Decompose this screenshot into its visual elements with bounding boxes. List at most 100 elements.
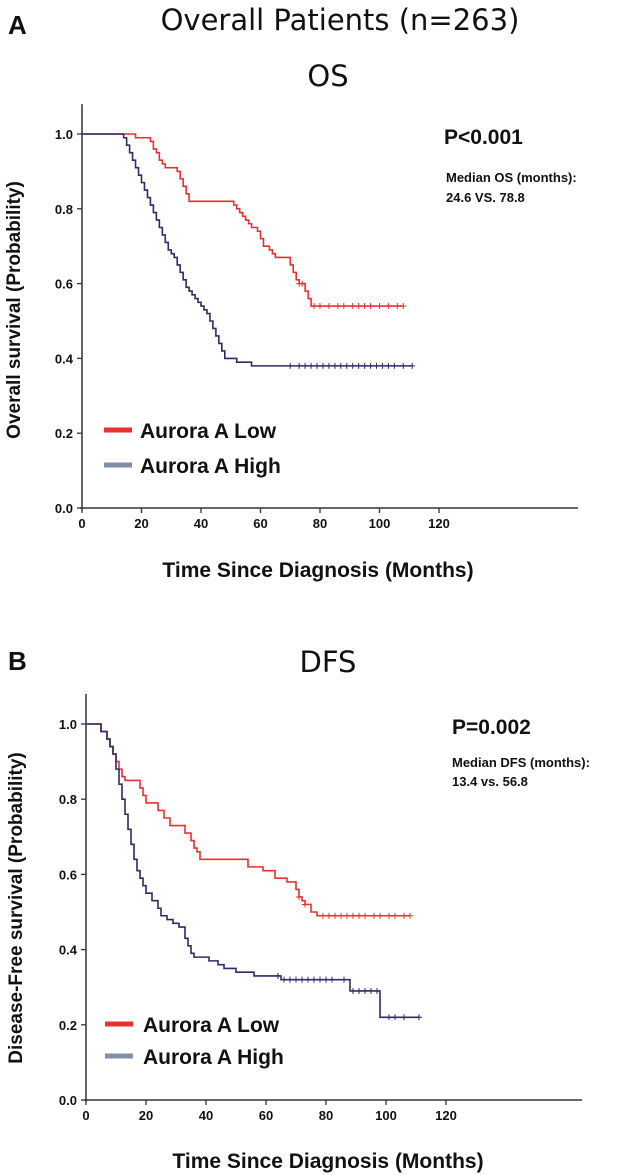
censor-mark-high — [368, 987, 374, 994]
censor-mark-high — [391, 362, 398, 369]
legend-label-high: Aurora A High — [140, 455, 281, 478]
panel-a-p-value: P<0.001 — [444, 126, 523, 149]
y-tick-label: 0.0 — [55, 501, 73, 516]
survival-curve-low — [86, 723, 410, 917]
panel-b-median-label: Median DFS (months): — [452, 755, 590, 770]
figure-title: Overall Patients (n=263) — [161, 3, 520, 37]
censor-mark-low — [385, 303, 392, 310]
censor-mark-low — [401, 912, 407, 919]
censor-mark-high — [287, 976, 293, 983]
censor-mark-high — [350, 987, 356, 994]
censor-mark-high — [308, 362, 315, 369]
x-tick-label: 20 — [139, 1108, 153, 1123]
censor-mark-high — [296, 362, 303, 369]
censor-mark-high — [361, 362, 368, 369]
censor-mark-high — [374, 987, 380, 994]
x-tick-label: 0 — [82, 1108, 89, 1123]
censor-mark-low — [325, 303, 332, 310]
censor-mark-low — [311, 303, 318, 310]
censor-mark-low — [296, 893, 302, 900]
legend-label-high: Aurora A High — [143, 1046, 284, 1069]
censor-mark-low — [299, 280, 306, 287]
panel-a-legend: Aurora A Low Aurora A High — [104, 420, 281, 478]
panel-a-xlabel: Time Since Diagnosis (Months) — [162, 559, 473, 582]
panel-a-plot: 0 20 40 60 80 100 120 0.0 0.2 0.4 0.6 0.8 1.0 — [55, 104, 578, 531]
censor-mark-high — [392, 1014, 398, 1021]
censor-mark-low — [302, 901, 308, 908]
censor-mark-high — [323, 976, 329, 983]
legend-label-low: Aurora A Low — [140, 420, 277, 443]
censor-mark-high — [337, 362, 344, 369]
censor-mark-low — [334, 303, 341, 310]
censor-mark-high — [275, 972, 281, 979]
panel-b-legend: Aurora A Low Aurora A High — [105, 1014, 284, 1069]
x-tick-label: 80 — [319, 1108, 333, 1123]
y-tick-label: 0.2 — [55, 426, 73, 441]
censor-mark-high — [331, 362, 338, 369]
censor-mark-high — [287, 362, 294, 369]
censor-mark-high — [367, 362, 374, 369]
censor-mark-high — [329, 976, 335, 983]
censor-mark-low — [317, 303, 323, 310]
censor-mark-high — [355, 362, 362, 369]
censor-mark-high — [293, 976, 299, 983]
panel-letter-a: A — [8, 10, 27, 40]
x-tick-label: 40 — [199, 1108, 213, 1123]
panel-b-xlabel: Time Since Diagnosis (Months) — [172, 1150, 483, 1173]
panel-a-median-values: 24.6 VS. 78.8 — [446, 190, 525, 205]
panel-a-title: OS — [307, 59, 348, 93]
censor-mark-low — [400, 303, 407, 310]
y-tick-label: 1.0 — [55, 127, 73, 142]
x-tick-label: 100 — [375, 1108, 397, 1123]
y-tick-label: 0.4 — [55, 351, 74, 366]
censor-mark-high — [386, 1014, 392, 1021]
panel-b: B DFS 0 20 40 60 80 100 1200.00.20.40.60.81.0 … — [6, 645, 590, 1173]
censor-mark-low — [340, 303, 347, 310]
y-tick-label: 1.0 — [59, 717, 77, 732]
censor-mark-high — [401, 1014, 407, 1021]
y-tick-label: 0.0 — [59, 1093, 77, 1108]
censor-mark-low — [349, 303, 356, 310]
panel-b-ylabel: Disease-Free survival (Probability) — [6, 752, 27, 1064]
x-tick-label: 40 — [194, 516, 208, 531]
censor-mark-high — [305, 976, 311, 983]
censor-mark-low — [371, 912, 377, 919]
x-tick-label: 100 — [369, 516, 391, 531]
censor-mark-high — [362, 987, 368, 994]
censor-mark-high — [299, 976, 305, 983]
x-tick-label: 60 — [253, 516, 267, 531]
panel-letter-b: B — [8, 646, 27, 676]
censor-mark-high — [314, 362, 321, 369]
y-tick-label: 0.6 — [55, 277, 73, 292]
censor-mark-high — [343, 362, 350, 369]
censor-mark-low — [326, 912, 332, 919]
censor-mark-low — [356, 912, 362, 919]
censor-mark-high — [356, 987, 362, 994]
y-tick-label: 0.8 — [59, 792, 77, 807]
censor-mark-high — [325, 362, 332, 369]
censor-mark-high — [379, 362, 386, 369]
censor-mark-low — [377, 912, 383, 919]
censor-mark-low — [332, 912, 338, 919]
panel-b-plot: 0 20 40 60 80 100 120 0.0 0.2 0.4 0.6 0.8 1.0 — [59, 693, 582, 1123]
censor-mark-low — [394, 303, 401, 310]
censor-mark-high — [302, 362, 309, 369]
censor-mark-low — [392, 912, 398, 919]
censor-mark-high — [317, 976, 323, 983]
x-tick-label: 20 — [134, 516, 148, 531]
panel-a-median-label: Median OS (months): — [446, 170, 577, 185]
censor-mark-high — [311, 976, 317, 983]
y-tick-label: 0.6 — [59, 867, 77, 882]
survival-curve-low — [82, 133, 404, 307]
censor-mark-low — [407, 912, 413, 919]
censor-mark-high — [341, 976, 347, 983]
panel-a-ylabel: Overall survival (Probability) — [4, 181, 25, 439]
censor-mark-low — [338, 912, 344, 919]
panel-a: A OS 0 20 40 60 80 100 120 0.0 0.2 0.4 0.6 0.8 1.0 P… — [4, 10, 578, 582]
censor-mark-low — [350, 912, 356, 919]
censor-mark-low — [386, 912, 392, 919]
panel-b-title: DFS — [300, 645, 357, 679]
survival-curve-high — [82, 133, 413, 367]
censor-mark-high — [416, 1014, 422, 1021]
